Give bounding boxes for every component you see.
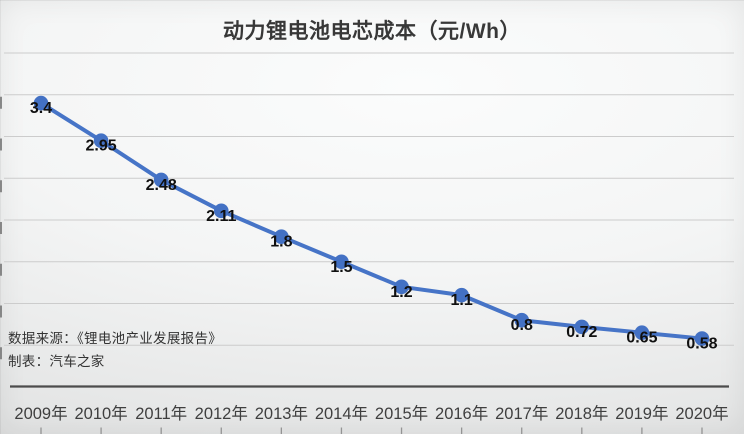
x-axis-label: 2013年: [255, 404, 308, 423]
data-point-marker: [694, 331, 710, 346]
y-axis-label-cutoff: [0, 305, 2, 318]
data-point-label: 3.4: [30, 100, 52, 117]
x-axis-label: 2011年: [135, 404, 187, 423]
data-source-note: 数据来源：《锂电池产业发展报告》: [8, 331, 223, 346]
x-axis-label: 2010年: [74, 404, 127, 423]
data-point-label: 1.8: [270, 234, 292, 251]
data-point-label: 1.1: [451, 292, 473, 309]
x-axis-label: 2019年: [615, 404, 668, 423]
data-point-label: 2.95: [86, 138, 117, 155]
x-axis-label: 2009年: [14, 404, 67, 423]
data-point-label: 2.48: [146, 177, 177, 194]
data-point-marker: [274, 229, 289, 244]
data-point-label: 0.72: [566, 324, 597, 341]
x-axis-label: 2018年: [555, 404, 608, 423]
data-point-marker: [93, 133, 109, 148]
data-point-marker: [574, 319, 590, 335]
data-point-marker: [334, 254, 349, 270]
y-axis-label-cutoff: [0, 347, 2, 360]
x-axis-label: 2020年: [675, 404, 728, 423]
y-axis-label-cutoff: [0, 222, 2, 234]
data-point-marker: [634, 325, 650, 341]
data-point-label: 0.65: [626, 330, 657, 347]
data-point-marker: [33, 95, 49, 111]
x-axis-label: 2016年: [435, 404, 488, 423]
x-axis-label: 2012年: [195, 404, 248, 423]
y-axis-label-cutoff: [0, 138, 2, 151]
data-point-label: 2.11: [206, 208, 236, 225]
data-point-marker: [153, 172, 169, 188]
y-axis-label-cutoff: [0, 263, 2, 276]
data-point-label: 0.8: [511, 317, 533, 334]
data-point-label: 1.2: [390, 284, 412, 301]
data-point-marker: [514, 312, 530, 328]
cost-line-series: [39, 101, 704, 341]
y-axis-label-cutoff: [0, 96, 2, 109]
data-point-marker: [213, 203, 229, 219]
data-point-label: 1.5: [330, 259, 352, 276]
chart-author-note: 制表：汽车之家: [8, 354, 105, 369]
x-axis-label: 2014年: [315, 404, 368, 423]
y-axis-label-cutoff: [0, 180, 2, 193]
chart-title: 动力锂电池电芯成本（元/Wh）: [223, 20, 521, 43]
data-point-marker: [454, 287, 469, 303]
data-point-label: 0.58: [686, 336, 717, 353]
x-axis-label: 2017年: [495, 404, 548, 423]
x-axis-label: 2015年: [375, 404, 428, 423]
data-point-marker: [394, 279, 409, 295]
